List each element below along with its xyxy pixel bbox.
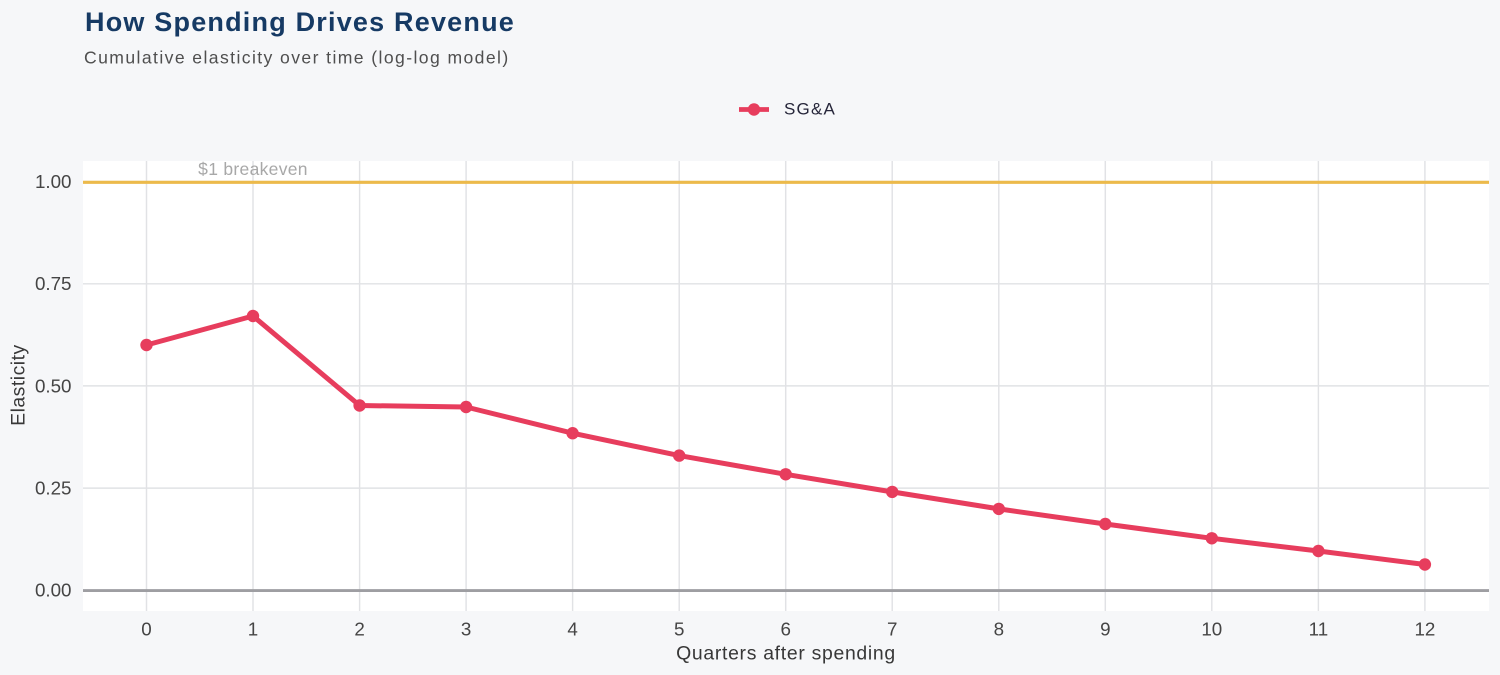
svg-text:6: 6 bbox=[780, 619, 790, 640]
svg-text:5: 5 bbox=[674, 619, 684, 640]
svg-text:0.50: 0.50 bbox=[35, 375, 72, 396]
svg-text:SG&A: SG&A bbox=[784, 100, 836, 119]
svg-text:10: 10 bbox=[1201, 619, 1222, 640]
svg-text:4: 4 bbox=[567, 619, 577, 640]
svg-text:9: 9 bbox=[1100, 619, 1110, 640]
svg-text:11: 11 bbox=[1309, 619, 1329, 640]
svg-text:1.00: 1.00 bbox=[35, 171, 72, 192]
svg-text:12: 12 bbox=[1414, 619, 1435, 640]
svg-text:0: 0 bbox=[141, 619, 151, 640]
svg-text:How Spending Drives Revenue: How Spending Drives Revenue bbox=[85, 7, 515, 37]
svg-text:0.75: 0.75 bbox=[35, 273, 72, 294]
svg-text:1: 1 bbox=[248, 619, 258, 640]
svg-text:0.00: 0.00 bbox=[35, 580, 72, 601]
svg-text:Elasticity: Elasticity bbox=[8, 344, 30, 426]
svg-text:3: 3 bbox=[461, 619, 471, 640]
svg-text:Quarters after spending: Quarters after spending bbox=[676, 643, 896, 665]
svg-text:2: 2 bbox=[354, 619, 364, 640]
svg-text:$1 breakeven: $1 breakeven bbox=[198, 159, 308, 179]
svg-text:8: 8 bbox=[994, 619, 1004, 640]
svg-text:7: 7 bbox=[887, 619, 897, 640]
svg-text:0.25: 0.25 bbox=[35, 478, 72, 499]
svg-text:Cumulative elasticity over tim: Cumulative elasticity over time (log-log… bbox=[84, 48, 510, 68]
